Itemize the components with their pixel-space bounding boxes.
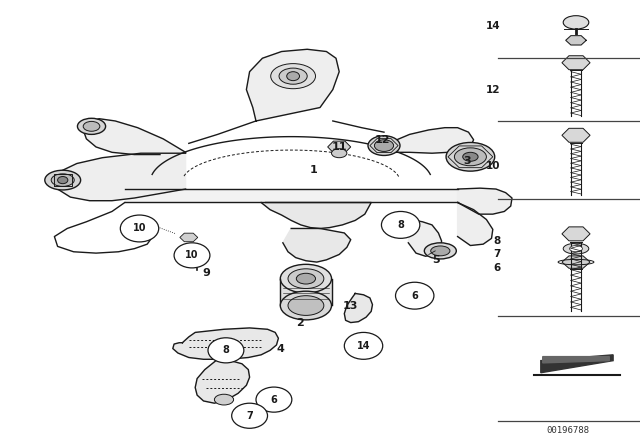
Ellipse shape — [279, 68, 307, 84]
Text: 10: 10 — [132, 224, 147, 233]
Polygon shape — [246, 49, 339, 121]
Text: 5: 5 — [433, 255, 440, 265]
Ellipse shape — [431, 246, 450, 256]
Circle shape — [344, 332, 383, 359]
Ellipse shape — [296, 273, 316, 284]
Circle shape — [396, 282, 434, 309]
Text: 6: 6 — [493, 263, 500, 273]
Text: 2: 2 — [296, 319, 303, 328]
Circle shape — [208, 338, 244, 363]
Text: 8: 8 — [397, 220, 404, 230]
Polygon shape — [562, 256, 590, 268]
Ellipse shape — [374, 140, 394, 151]
Ellipse shape — [83, 121, 100, 131]
Circle shape — [120, 215, 159, 242]
Text: 8: 8 — [493, 236, 500, 246]
Polygon shape — [173, 328, 278, 359]
Polygon shape — [328, 141, 351, 153]
Ellipse shape — [332, 149, 347, 158]
Circle shape — [174, 243, 210, 268]
Text: 12: 12 — [486, 85, 500, 95]
Polygon shape — [261, 202, 371, 228]
Text: 14: 14 — [356, 341, 371, 351]
Ellipse shape — [271, 64, 316, 89]
Polygon shape — [562, 128, 590, 142]
Ellipse shape — [570, 246, 582, 252]
Polygon shape — [541, 355, 613, 373]
Ellipse shape — [280, 291, 332, 320]
Polygon shape — [408, 220, 442, 256]
Ellipse shape — [288, 269, 324, 289]
Circle shape — [232, 403, 268, 428]
Ellipse shape — [463, 152, 478, 161]
Polygon shape — [283, 228, 351, 262]
Text: 1: 1 — [310, 165, 317, 175]
Polygon shape — [83, 119, 186, 155]
Ellipse shape — [424, 243, 456, 259]
Text: 10: 10 — [185, 250, 199, 260]
Polygon shape — [180, 233, 198, 242]
Text: 13: 13 — [343, 301, 358, 310]
Ellipse shape — [51, 174, 74, 186]
Circle shape — [381, 211, 420, 238]
Ellipse shape — [563, 16, 589, 29]
Polygon shape — [195, 359, 250, 403]
Polygon shape — [562, 227, 590, 241]
Polygon shape — [54, 153, 186, 201]
Text: 7: 7 — [493, 250, 500, 259]
Text: 9: 9 — [202, 268, 210, 278]
Polygon shape — [187, 250, 207, 259]
Text: 14: 14 — [486, 21, 500, 31]
Circle shape — [256, 387, 292, 412]
Polygon shape — [370, 138, 398, 153]
Ellipse shape — [563, 243, 589, 254]
Polygon shape — [543, 357, 609, 363]
Ellipse shape — [454, 148, 486, 166]
Ellipse shape — [446, 142, 495, 171]
Text: 6: 6 — [412, 291, 418, 301]
Text: 4: 4 — [276, 344, 284, 353]
Ellipse shape — [214, 394, 234, 405]
Ellipse shape — [280, 264, 332, 293]
Text: 8: 8 — [223, 345, 229, 355]
Polygon shape — [344, 293, 372, 323]
Text: 12: 12 — [375, 135, 390, 145]
Text: 11: 11 — [332, 142, 347, 152]
Polygon shape — [566, 36, 586, 45]
Polygon shape — [562, 56, 590, 70]
Text: 10: 10 — [486, 161, 500, 171]
Ellipse shape — [288, 296, 324, 315]
Ellipse shape — [287, 72, 300, 81]
Text: 7: 7 — [246, 411, 253, 421]
Ellipse shape — [77, 118, 106, 134]
Text: 3: 3 — [463, 156, 471, 166]
Text: 00196788: 00196788 — [547, 426, 590, 435]
Ellipse shape — [58, 177, 68, 184]
Polygon shape — [384, 128, 474, 153]
Ellipse shape — [368, 136, 400, 155]
Polygon shape — [458, 202, 493, 246]
Ellipse shape — [45, 170, 81, 190]
Text: 6: 6 — [271, 395, 277, 405]
Polygon shape — [458, 188, 512, 214]
